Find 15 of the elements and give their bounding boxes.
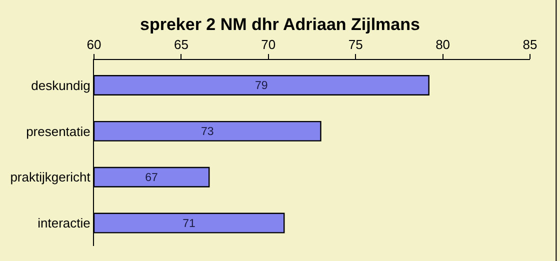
- x-tick-label: 85: [522, 36, 538, 52]
- x-tick-label: 60: [86, 36, 102, 52]
- x-tick-label: 75: [348, 36, 363, 52]
- data-label: 71: [182, 218, 196, 230]
- y-tick-label: praktijkgericht: [10, 170, 91, 185]
- x-tick-label: 65: [174, 36, 188, 52]
- y-tick-label: presentatie: [26, 124, 90, 139]
- x-tick-label: 70: [261, 36, 276, 52]
- y-tick-label: deskundig: [31, 78, 90, 93]
- x-tick-label: 80: [436, 36, 450, 52]
- data-label: 67: [145, 172, 158, 184]
- chart-title: spreker 2 NM dhr Adriaan Zijlmans: [140, 15, 420, 34]
- y-tick-label: interactie: [38, 216, 90, 231]
- data-label: 73: [200, 126, 214, 138]
- data-label: 79: [255, 80, 268, 92]
